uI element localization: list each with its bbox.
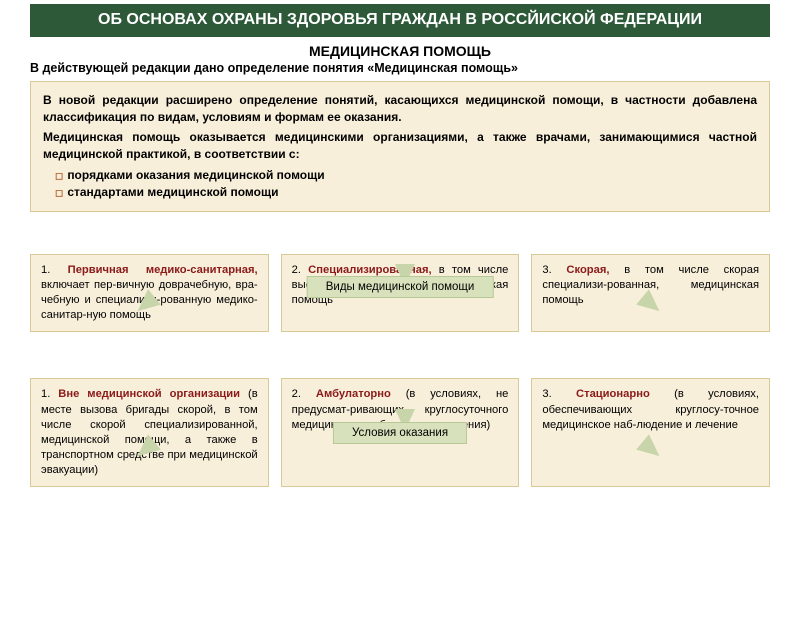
bullet-2: стандартами медицинской помощи (43, 184, 757, 201)
card-text: (в месте вызова бригады скорой, в том чи… (41, 388, 258, 476)
conditions-label: Условия оказания (333, 422, 467, 444)
main-header: ОБ ОСНОВАХ ОХРАНЫ ЗДОРОВЬЯ ГРАЖДАН В РОС… (30, 4, 770, 37)
card-num: 3. (542, 388, 551, 400)
card-accent: Стационарно (576, 388, 650, 400)
card-num: 1. (41, 264, 50, 276)
card-accent: Первичная медико-санитарная, (68, 264, 258, 276)
intro-line: В действующей редакции дано определение … (0, 61, 800, 81)
card-num: 3. (542, 264, 551, 276)
card-accent: Вне медицинской организации (58, 388, 240, 400)
cond-card-1: 1. Вне медицинской организации (в месте … (30, 378, 269, 487)
subtitle: МЕДИЦИНСКАЯ ПОМОЩЬ (0, 37, 800, 61)
card-accent: Скорая, (566, 264, 609, 276)
cond-card-3: 3. Стационарно (в условиях, обеспечивающ… (531, 378, 770, 487)
main-p1: В новой редакции расширено определение п… (43, 92, 757, 126)
card-text: (в условиях, обеспечивающих круглосу-точ… (542, 388, 759, 430)
bullet-1: порядками оказания медицинской помощи (43, 167, 757, 184)
card-num: 2. (292, 264, 301, 276)
types-label: Виды медицинской помощи (307, 276, 494, 298)
card-accent: Амбулаторно (316, 388, 391, 400)
card-num: 1. (41, 388, 50, 400)
main-p2: Медицинская помощь оказывается медицинск… (43, 129, 757, 163)
definition-box: В новой редакции расширено определение п… (30, 81, 770, 212)
card-num: 2. (292, 388, 301, 400)
